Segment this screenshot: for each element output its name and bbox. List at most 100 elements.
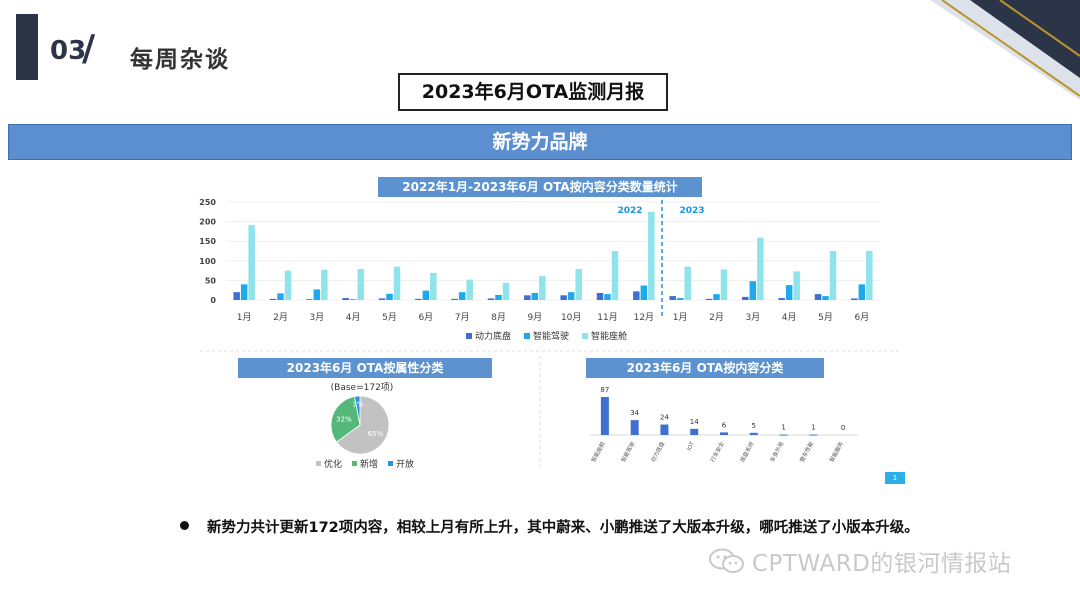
bar-2 (858, 284, 866, 300)
bar-2 (277, 293, 284, 300)
bar-3 (829, 251, 837, 300)
x-tick-label: 5月 (382, 312, 397, 323)
bar-3 (466, 279, 473, 300)
x-tick-label: 9月 (527, 312, 542, 323)
watermark: CPTWARD的银河情报站 (708, 544, 1011, 578)
x-tick-label: 3月 (309, 312, 324, 323)
y-tick-label: 200 (199, 218, 216, 227)
legend-swatch (466, 333, 472, 339)
data-label: 34 (630, 409, 639, 417)
bar-2 (240, 284, 248, 300)
section-slash: / (82, 28, 96, 69)
content-chart-title: 2023年6月 OTA按内容分类 (586, 358, 824, 378)
legend-swatch (316, 461, 321, 466)
corner-decoration-icon (930, 0, 1080, 100)
data-label: 24 (660, 414, 669, 422)
pie-slice-label: 3% (352, 400, 363, 408)
bar-3 (611, 251, 619, 300)
bar-2 (458, 292, 466, 300)
legend-label: 智能驾驶 (533, 330, 569, 342)
bar-2 (386, 293, 393, 300)
x-tick-label: 3月 (745, 312, 760, 323)
content-bar (600, 397, 609, 435)
bar-3 (393, 266, 401, 300)
bar-1 (669, 296, 676, 300)
pie-slice (335, 395, 390, 455)
legend-swatch (352, 461, 357, 466)
bar-1 (378, 298, 386, 300)
x-tick-label: 智能座舱 (589, 440, 607, 464)
x-tick-label: 动力底盘 (649, 440, 667, 464)
y-tick-label: 150 (199, 237, 216, 246)
content-bar (690, 428, 699, 435)
bar-1 (415, 298, 422, 300)
x-tick-label: 8月 (491, 312, 506, 323)
bar-2 (422, 290, 430, 300)
bar-3 (648, 211, 655, 300)
page-indicator-button[interactable]: 1 (885, 472, 905, 484)
x-tick-label: 底盘系统 (738, 440, 756, 464)
x-tick-label: 12月 (634, 312, 654, 323)
bar-3 (502, 282, 510, 300)
x-tick-label: 智能服务 (827, 440, 845, 464)
bar-3 (430, 272, 437, 300)
bar-2 (531, 292, 539, 300)
bar-1 (342, 298, 349, 300)
legend-swatch (388, 461, 393, 466)
data-label: 1 (811, 424, 815, 432)
x-tick-label: 车身外观 (768, 440, 786, 464)
bar-3 (248, 225, 255, 300)
bar-1 (633, 291, 640, 300)
bar-2 (822, 296, 829, 300)
y-tick-label: 250 (199, 198, 216, 207)
x-tick-label: 10月 (561, 312, 581, 323)
bar-2 (567, 292, 575, 300)
bar-1 (306, 299, 313, 300)
x-tick-label: 5月 (818, 312, 833, 323)
bar-3 (357, 269, 364, 300)
bar-1 (524, 295, 531, 300)
bar-2 (676, 298, 684, 300)
bar-3 (321, 269, 328, 300)
pie-slice (330, 396, 361, 443)
bar-2 (749, 281, 757, 300)
attr-chart-title: 2023年6月 OTA按属性分类 (238, 358, 492, 378)
summary-text: 新势力共计更新172项内容，相较上月有所上升，其中蔚来、小鹏推送了大版本升级，哪… (207, 520, 919, 536)
data-label: 0 (841, 424, 845, 432)
bar-2 (604, 294, 611, 300)
bar-1 (560, 295, 567, 300)
bar-1 (233, 292, 240, 300)
x-tick-label: 7月 (455, 312, 470, 323)
bar-2 (313, 289, 321, 300)
bar-3 (684, 266, 691, 300)
content-bar (779, 434, 788, 436)
year-label: 2023 (679, 206, 704, 216)
content-bar (720, 432, 728, 435)
year-label: 2022 (617, 206, 642, 216)
x-tick-label: 4月 (782, 312, 797, 323)
bar-2 (785, 285, 793, 300)
pie-subtitle: (Base=172项) (331, 382, 394, 393)
x-tick-label: 4月 (346, 312, 361, 323)
bar-3 (575, 269, 582, 300)
data-label: 14 (690, 418, 699, 426)
legend-swatch (524, 333, 530, 339)
x-tick-label: 1月 (673, 312, 688, 323)
watermark-text: CPTWARD的银河情报站 (752, 551, 1012, 577)
section-accent-bar (16, 14, 38, 80)
content-bar (660, 424, 669, 435)
section-number: 03 (50, 36, 87, 66)
data-label: 6 (722, 421, 727, 429)
x-tick-label: 智能驾驶 (619, 440, 637, 464)
bar-1 (851, 298, 858, 300)
bar-3 (720, 269, 728, 300)
content-bar (809, 434, 818, 436)
bar-1 (742, 296, 749, 300)
content-bar (749, 432, 758, 435)
content-bar (630, 420, 639, 435)
bar-1 (269, 298, 277, 300)
bar-2 (713, 294, 720, 300)
section-title: 每周杂谈 (130, 47, 230, 73)
bar-3 (866, 251, 873, 300)
